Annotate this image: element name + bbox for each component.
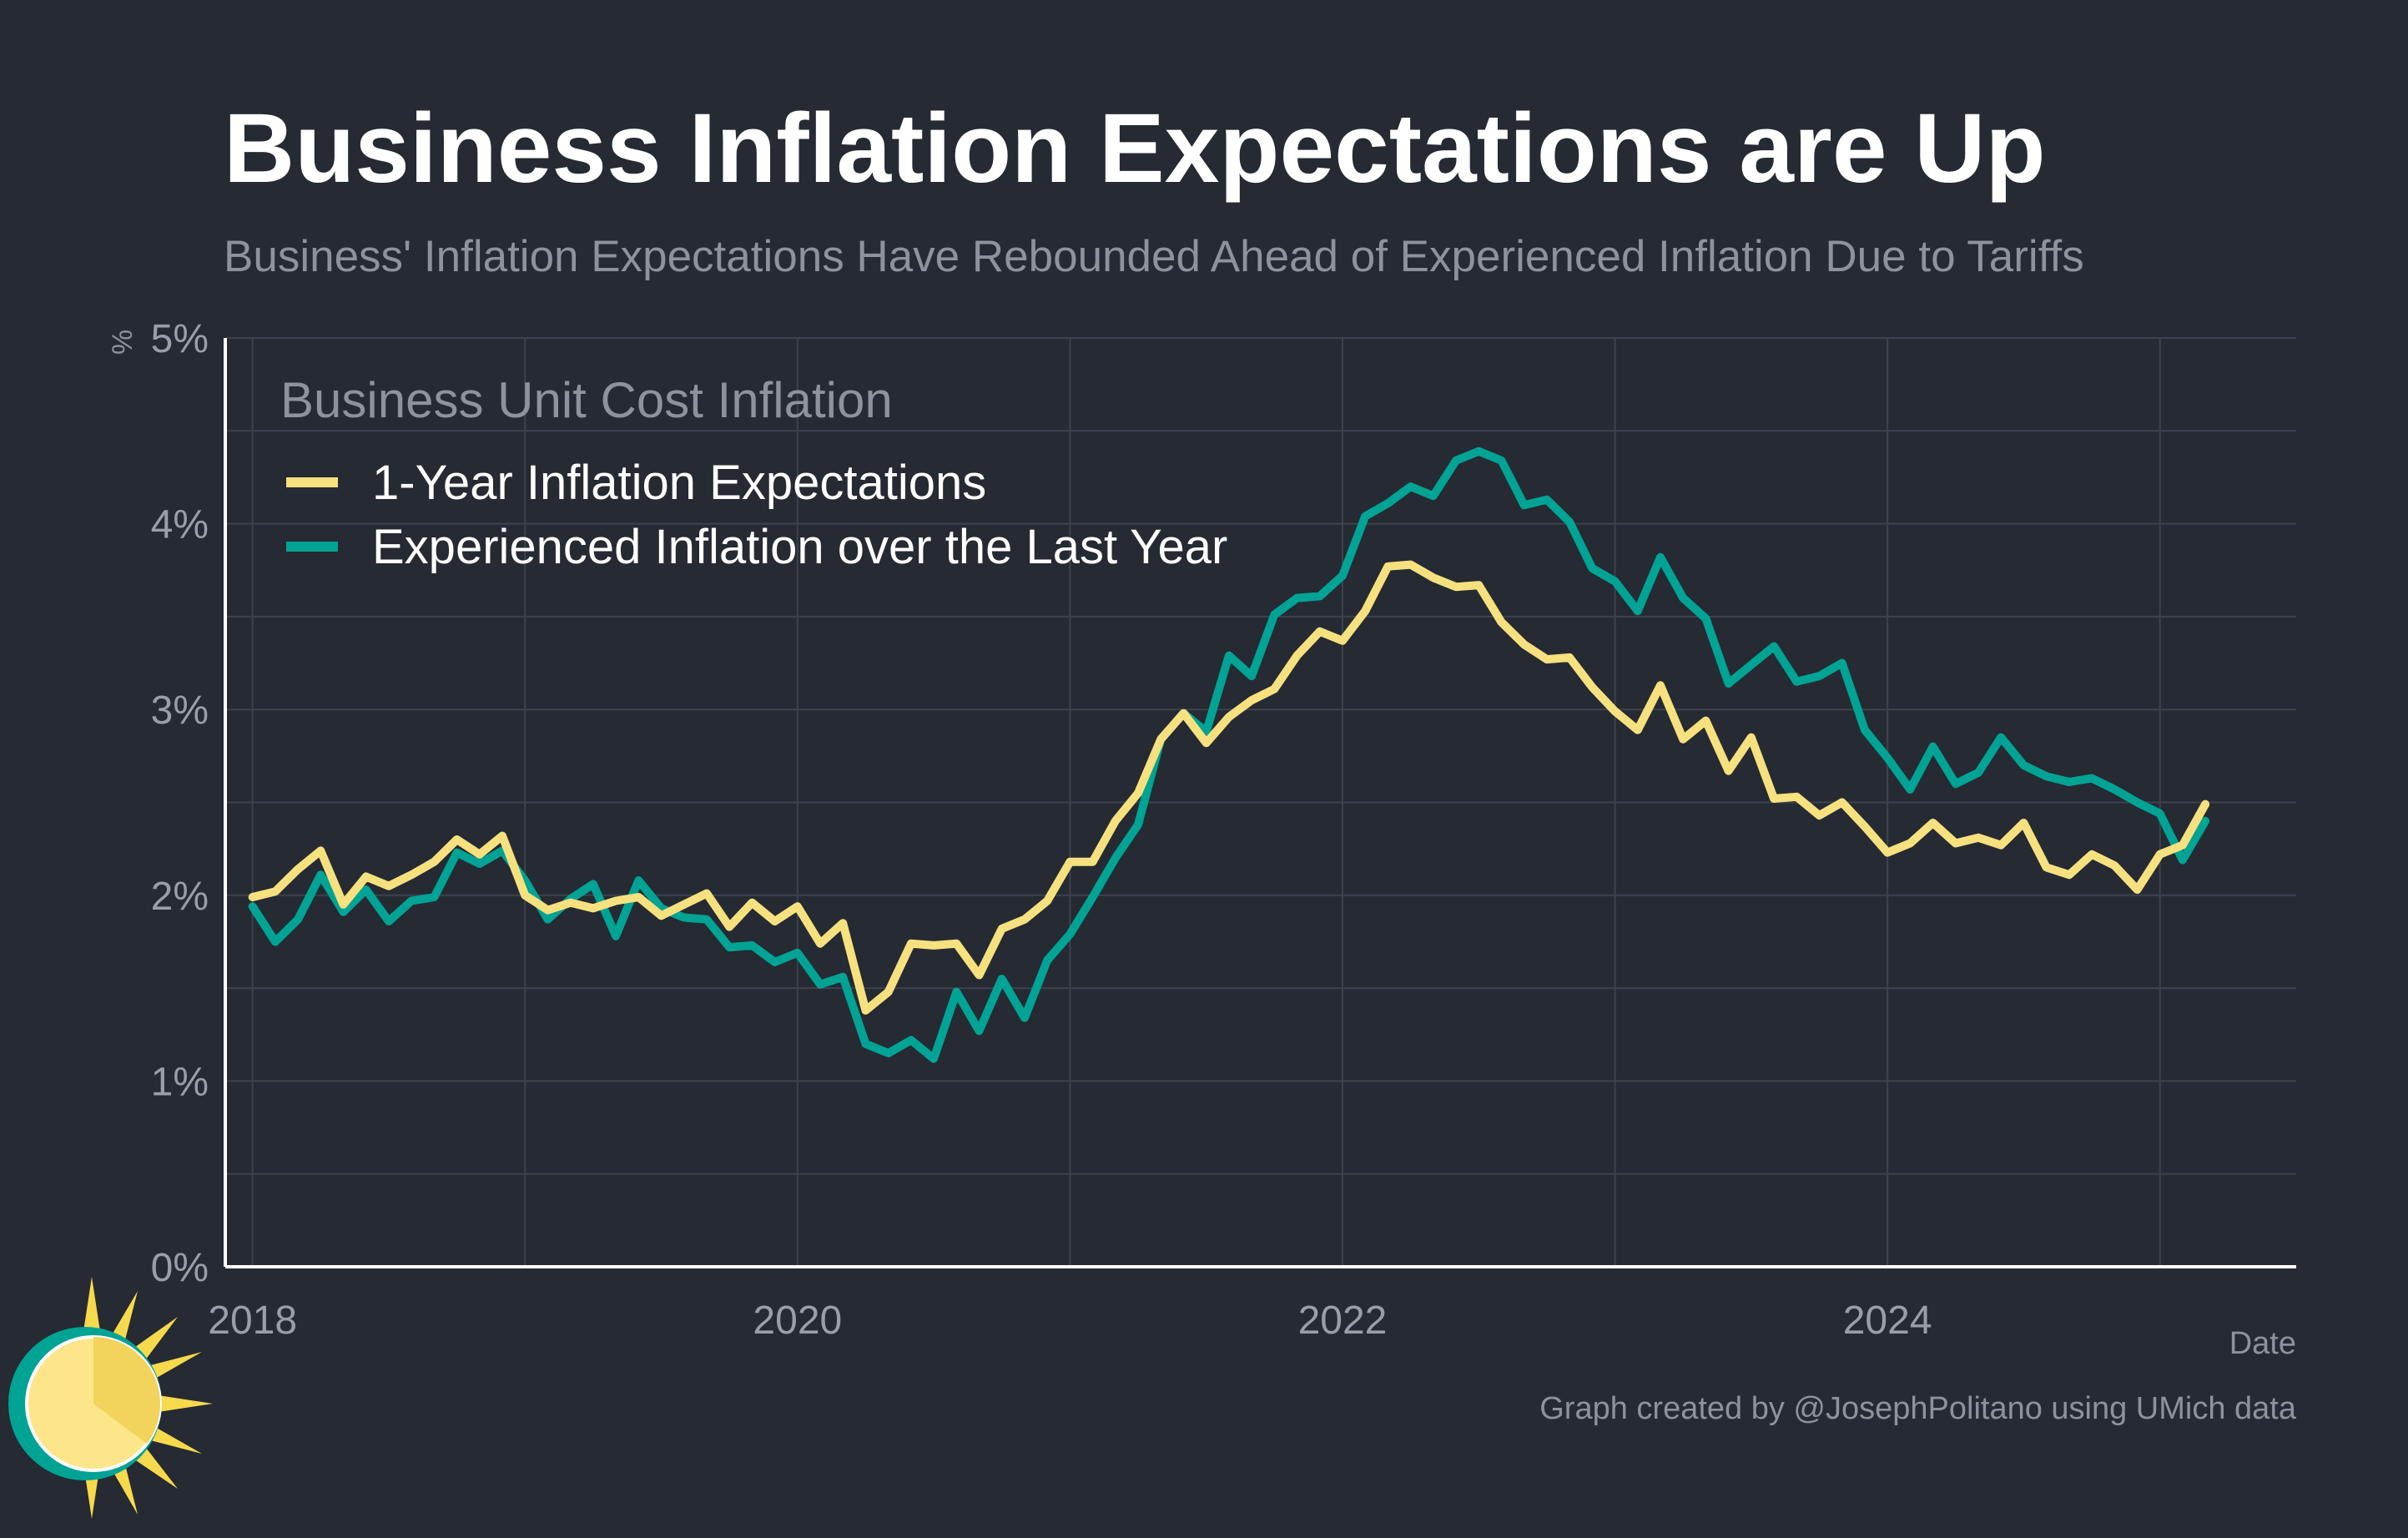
y-tick-label: 1% — [151, 1060, 209, 1104]
credit-text: Graph created by @JosephPolitano using U… — [1539, 1391, 2297, 1426]
series-line-experienced — [248, 446, 2210, 1063]
x-tick-labels: 2018 2020 2022 2024 — [208, 1298, 1932, 1343]
legend-label-expectations: 1-Year Inflation Expectations — [372, 456, 986, 510]
legend-label-experienced: Experienced Inflation over the Last Year — [372, 520, 1227, 574]
x-tick-label: 2020 — [753, 1298, 842, 1343]
series-line-expectations — [248, 560, 2210, 1015]
y-tick-label: 3% — [151, 688, 209, 733]
legend-title: Business Unit Cost Inflation — [280, 372, 893, 428]
x-axis-label: Date — [2229, 1326, 2296, 1361]
y-tick-label: 5% — [151, 317, 209, 361]
x-tick-label: 2022 — [1298, 1298, 1388, 1343]
clock-hand-icon — [93, 1337, 160, 1444]
y-tick-label: 2% — [151, 875, 209, 919]
chart-title: Business Inflation Expectations are Up — [224, 93, 2046, 204]
grid-lines — [225, 337, 2296, 1267]
x-tick-label: 2018 — [208, 1298, 297, 1343]
chart-subtitle: Business' Inflation Expectations Have Re… — [224, 232, 2084, 281]
axes — [224, 338, 2296, 1268]
y-tick-labels: 0% 1% 2% 3% 4% 5% — [151, 317, 209, 1290]
y-axis-label: % — [107, 330, 139, 355]
series-lines — [248, 446, 2210, 1063]
y-tick-label: 0% — [151, 1246, 209, 1290]
x-tick-label: 2024 — [1843, 1298, 1932, 1343]
y-tick-label: 4% — [151, 503, 209, 547]
sun-logo — [8, 1277, 213, 1519]
